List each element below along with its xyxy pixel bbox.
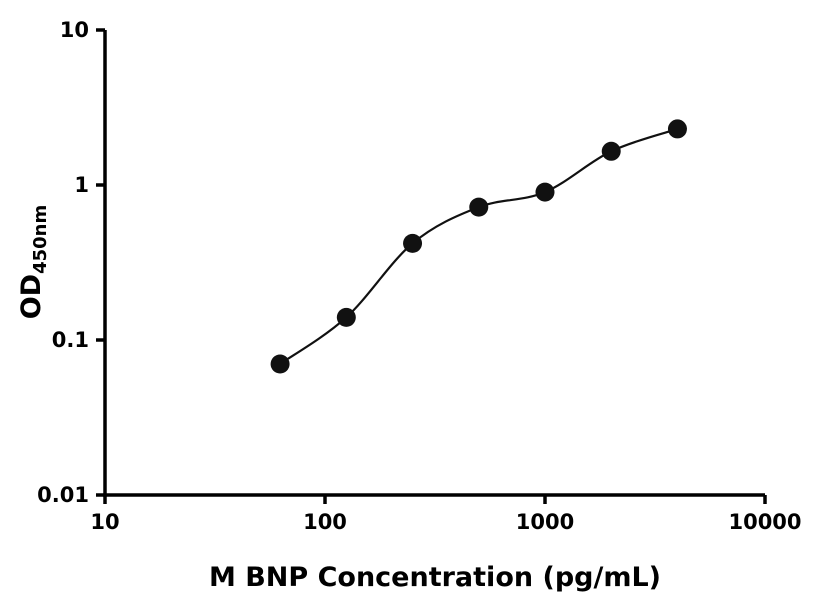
tick-labels-layer: 10 100 1000 10000 10 1 0.1 0.01	[37, 18, 801, 534]
data-point	[667, 119, 687, 139]
ticks-layer	[96, 28, 767, 504]
y-axis-label-subscript: 450nm	[30, 205, 51, 274]
axes-layer	[103, 30, 765, 497]
x-tick-label: 10	[90, 510, 119, 534]
data-point	[403, 233, 423, 253]
data-point	[336, 307, 356, 327]
x-tick-label: 10000	[728, 510, 801, 534]
x-tick-label: 1000	[516, 510, 574, 534]
fit-curve-layer	[279, 127, 678, 365]
y-tick-label: 10	[60, 18, 89, 42]
y-tick-label: 0.01	[37, 483, 89, 507]
y-axis-label: OD450nm	[16, 205, 51, 320]
y-tick-label: 1	[74, 173, 89, 197]
data-point	[601, 141, 621, 161]
data-point	[469, 197, 489, 217]
data-point	[270, 354, 290, 374]
x-tick-label: 100	[303, 510, 347, 534]
data-point	[535, 182, 555, 202]
x-axis-label: M BNP Concentration (pg/mL)	[209, 562, 661, 593]
y-axis-label-main: OD	[16, 274, 47, 319]
data-points-layer	[270, 119, 687, 374]
y-tick-label: 0.1	[52, 328, 89, 352]
fit-curve	[279, 127, 678, 365]
